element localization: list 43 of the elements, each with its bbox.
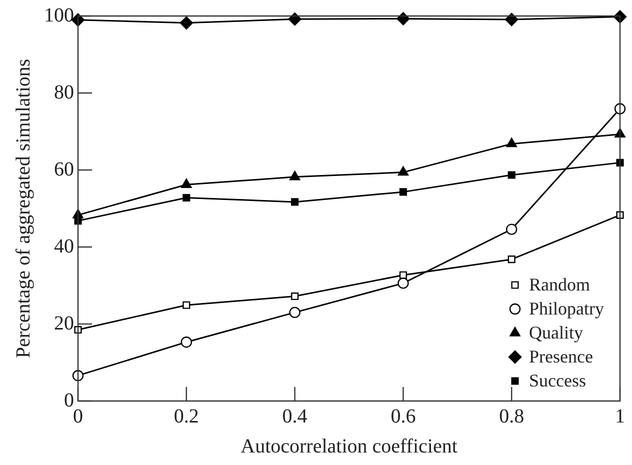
legend-label: Philopatry bbox=[529, 298, 604, 319]
point bbox=[291, 292, 299, 300]
point bbox=[181, 178, 192, 188]
point bbox=[399, 188, 407, 196]
y-tick-label: 20 bbox=[54, 312, 74, 334]
point bbox=[506, 224, 518, 235]
y-axis-title: Percentage of aggregated simulations bbox=[12, 58, 34, 358]
point bbox=[614, 103, 626, 114]
point bbox=[291, 198, 299, 206]
y-tick-label: 0 bbox=[64, 389, 74, 412]
point bbox=[289, 306, 300, 318]
point bbox=[399, 271, 407, 279]
point bbox=[616, 158, 624, 166]
x-axis-title: Autocorrelation coefficient bbox=[240, 435, 458, 458]
point bbox=[505, 12, 518, 26]
point bbox=[289, 170, 300, 180]
point bbox=[508, 171, 516, 179]
y-tick-label: 100 bbox=[44, 4, 74, 26]
point bbox=[508, 256, 516, 264]
point bbox=[616, 211, 624, 219]
point bbox=[180, 16, 193, 30]
x-tick-label: 0.8 bbox=[499, 405, 524, 428]
point bbox=[398, 278, 409, 289]
y-tick-label: 40 bbox=[54, 235, 74, 258]
y-tick-label: 80 bbox=[54, 81, 74, 104]
x-tick-label: 0.6 bbox=[390, 405, 416, 428]
point bbox=[288, 12, 302, 26]
point bbox=[182, 301, 190, 309]
legend-label: Presence bbox=[529, 346, 593, 367]
point bbox=[180, 336, 192, 348]
point bbox=[182, 194, 190, 202]
legend-label: Random bbox=[529, 274, 590, 295]
x-tick-label: 0.2 bbox=[174, 405, 199, 428]
point bbox=[398, 166, 409, 176]
y-tick-label: 60 bbox=[54, 158, 74, 180]
legend-label: Success bbox=[529, 370, 586, 391]
point bbox=[74, 326, 82, 334]
x-tick-label: 1 bbox=[615, 405, 625, 428]
point bbox=[396, 12, 410, 26]
point bbox=[613, 10, 627, 24]
legend-label: Quality bbox=[529, 322, 584, 343]
point bbox=[506, 138, 517, 148]
x-tick-label: 0.4 bbox=[282, 405, 308, 428]
